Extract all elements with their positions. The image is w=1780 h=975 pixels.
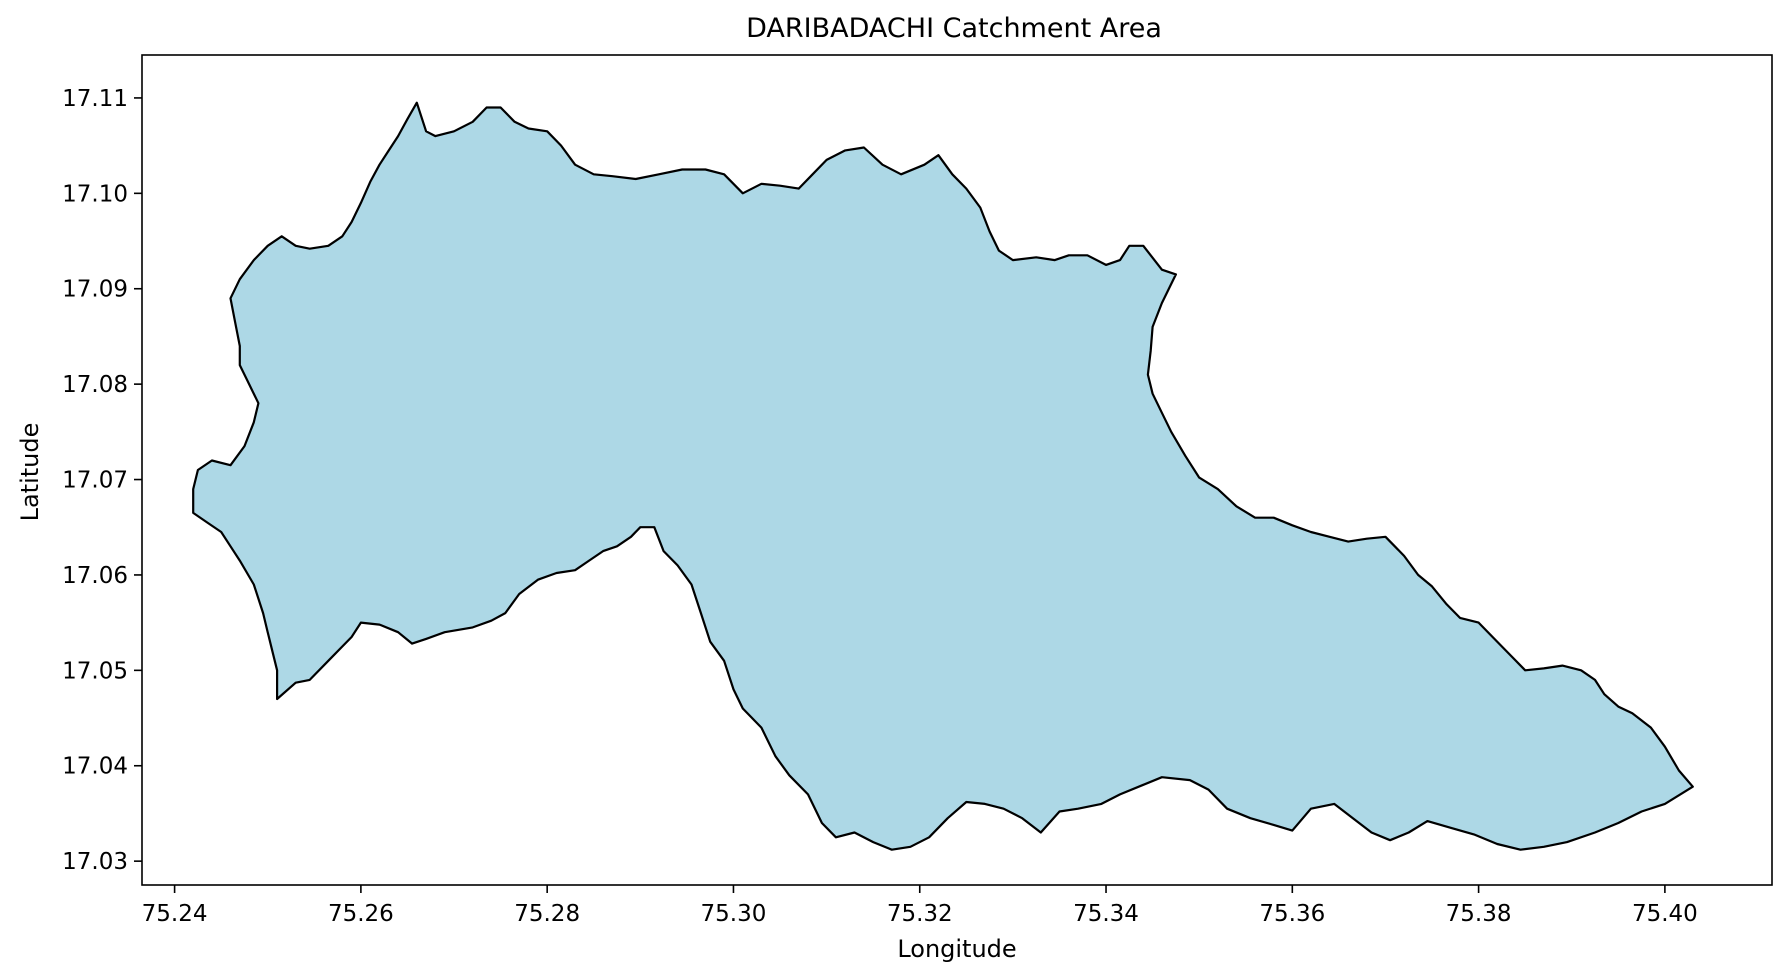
y-tick-label: 17.10: [62, 181, 128, 207]
x-tick-label: 75.30: [701, 901, 767, 927]
x-tick-label: 75.24: [142, 901, 208, 927]
x-tick-label: 75.32: [887, 901, 953, 927]
x-tick-label: 75.28: [514, 901, 580, 927]
y-tick-label: 17.04: [62, 754, 128, 780]
y-tick-label: 17.11: [62, 86, 128, 112]
axes-frame: [141, 54, 1773, 886]
y-tick-label: 17.06: [62, 563, 128, 589]
y-tick-label: 17.05: [62, 658, 128, 684]
x-axis-ticks: 75.24 75.26 75.28 75.30 75.32 75.34 75.36 75.38…: [142, 885, 1698, 927]
catchment-polygon: [192, 101, 1694, 851]
y-tick-label: 17.03: [62, 849, 128, 875]
x-axis-label: Longitude: [897, 935, 1016, 963]
y-tick-label: 17.07: [62, 468, 128, 494]
y-axis-label: Latitude: [16, 423, 44, 522]
y-axis-ticks: 17.03 17.04 17.05 17.06 17.07 17.08 17.09 17.10…: [62, 86, 142, 875]
x-tick-label: 75.34: [1073, 901, 1139, 927]
x-tick-label: 75.36: [1259, 901, 1325, 927]
y-tick-label: 17.08: [62, 372, 128, 398]
x-tick-label: 75.38: [1446, 901, 1512, 927]
chart-title: DARIBADACHI Catchment Area: [746, 13, 1162, 44]
plot-area: [141, 54, 1773, 886]
y-tick-label: 17.09: [62, 277, 128, 303]
x-tick-label: 75.40: [1632, 901, 1698, 927]
x-tick-label: 75.26: [328, 901, 394, 927]
